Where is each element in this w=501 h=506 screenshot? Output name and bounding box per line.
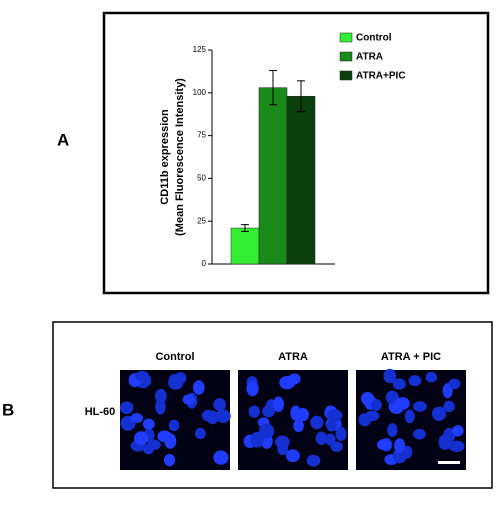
y-tick-label: 25 xyxy=(197,216,206,225)
nucleus xyxy=(246,380,259,397)
legend-label: Control xyxy=(356,33,392,44)
nucleus xyxy=(194,427,206,440)
y-tick-label: 50 xyxy=(197,174,206,183)
nucleus xyxy=(315,431,328,446)
nucleus xyxy=(452,425,464,437)
nucleus xyxy=(164,433,177,449)
nucleus xyxy=(288,373,301,385)
y-tick-label: 0 xyxy=(202,259,207,268)
nucleus xyxy=(443,400,455,413)
nucleus xyxy=(248,405,260,418)
nucleus xyxy=(431,406,447,422)
nucleus xyxy=(193,380,205,395)
nucleus xyxy=(448,440,465,452)
legend-label: ATRA+PIC xyxy=(356,71,406,82)
nucleus xyxy=(404,409,415,424)
nucleus xyxy=(213,450,229,465)
nucleus xyxy=(327,409,343,422)
nucleus xyxy=(250,431,264,448)
nucleus xyxy=(293,419,304,433)
error-bar xyxy=(269,70,277,106)
bar xyxy=(230,227,260,265)
nucleus xyxy=(326,420,337,432)
nucleus xyxy=(182,394,195,405)
legend-swatch xyxy=(339,32,353,43)
nucleus xyxy=(306,454,321,467)
nucleus xyxy=(258,423,275,440)
nucleus xyxy=(277,443,289,456)
panel-label: A xyxy=(57,130,69,149)
error-bar xyxy=(297,80,305,113)
column-label: Control xyxy=(155,351,194,363)
nucleus xyxy=(163,453,176,467)
y-tick-label: 100 xyxy=(193,88,207,97)
nucleus xyxy=(168,374,181,388)
row-label: HL-60 xyxy=(85,406,116,418)
bar xyxy=(286,95,316,265)
nucleus xyxy=(143,443,155,455)
panel-label: B xyxy=(2,400,14,419)
nucleus xyxy=(412,428,426,440)
nucleus xyxy=(168,419,180,432)
nucleus xyxy=(213,398,226,412)
nucleus xyxy=(383,368,397,384)
nucleus xyxy=(358,413,372,427)
scale-bar xyxy=(438,461,460,464)
legend-swatch xyxy=(339,70,353,81)
nucleus xyxy=(330,441,343,452)
legend-swatch xyxy=(339,51,353,62)
y-axis-label: (Mean Fluorescence Intensity) xyxy=(174,78,186,236)
legend-label: ATRA xyxy=(356,52,383,63)
nucleus xyxy=(154,388,167,404)
nucleus xyxy=(448,378,461,390)
nucleus xyxy=(371,398,382,411)
nucleus xyxy=(392,448,407,464)
nucleus xyxy=(310,415,324,430)
panel-b-frame xyxy=(52,321,493,489)
nucleus xyxy=(273,396,285,413)
y-tick-label: 125 xyxy=(193,45,207,54)
column-label: ATRA + PIC xyxy=(381,351,441,363)
nucleus xyxy=(290,405,302,421)
nucleus xyxy=(134,431,149,446)
error-bar xyxy=(241,224,249,232)
nucleus xyxy=(385,390,399,405)
nucleus xyxy=(412,401,427,412)
y-axis-label: CD11b expression xyxy=(159,109,171,205)
column-label: ATRA xyxy=(278,351,308,363)
nucleus xyxy=(394,397,410,410)
nucleus xyxy=(130,413,143,424)
nucleus xyxy=(394,438,406,453)
nucleus xyxy=(119,401,134,414)
nucleus xyxy=(387,423,398,438)
nucleus xyxy=(361,391,375,406)
nucleus xyxy=(201,409,215,422)
nucleus xyxy=(215,409,231,423)
nucleus xyxy=(376,439,392,451)
nucleus xyxy=(335,426,347,442)
nucleus xyxy=(135,370,150,382)
panel-a-frame xyxy=(102,11,490,295)
nucleus xyxy=(285,449,300,463)
nucleus xyxy=(408,375,422,387)
bar xyxy=(258,87,288,265)
nucleus xyxy=(425,371,438,383)
nucleus xyxy=(392,378,406,390)
nucleus xyxy=(142,418,155,430)
y-tick-label: 75 xyxy=(197,131,206,140)
